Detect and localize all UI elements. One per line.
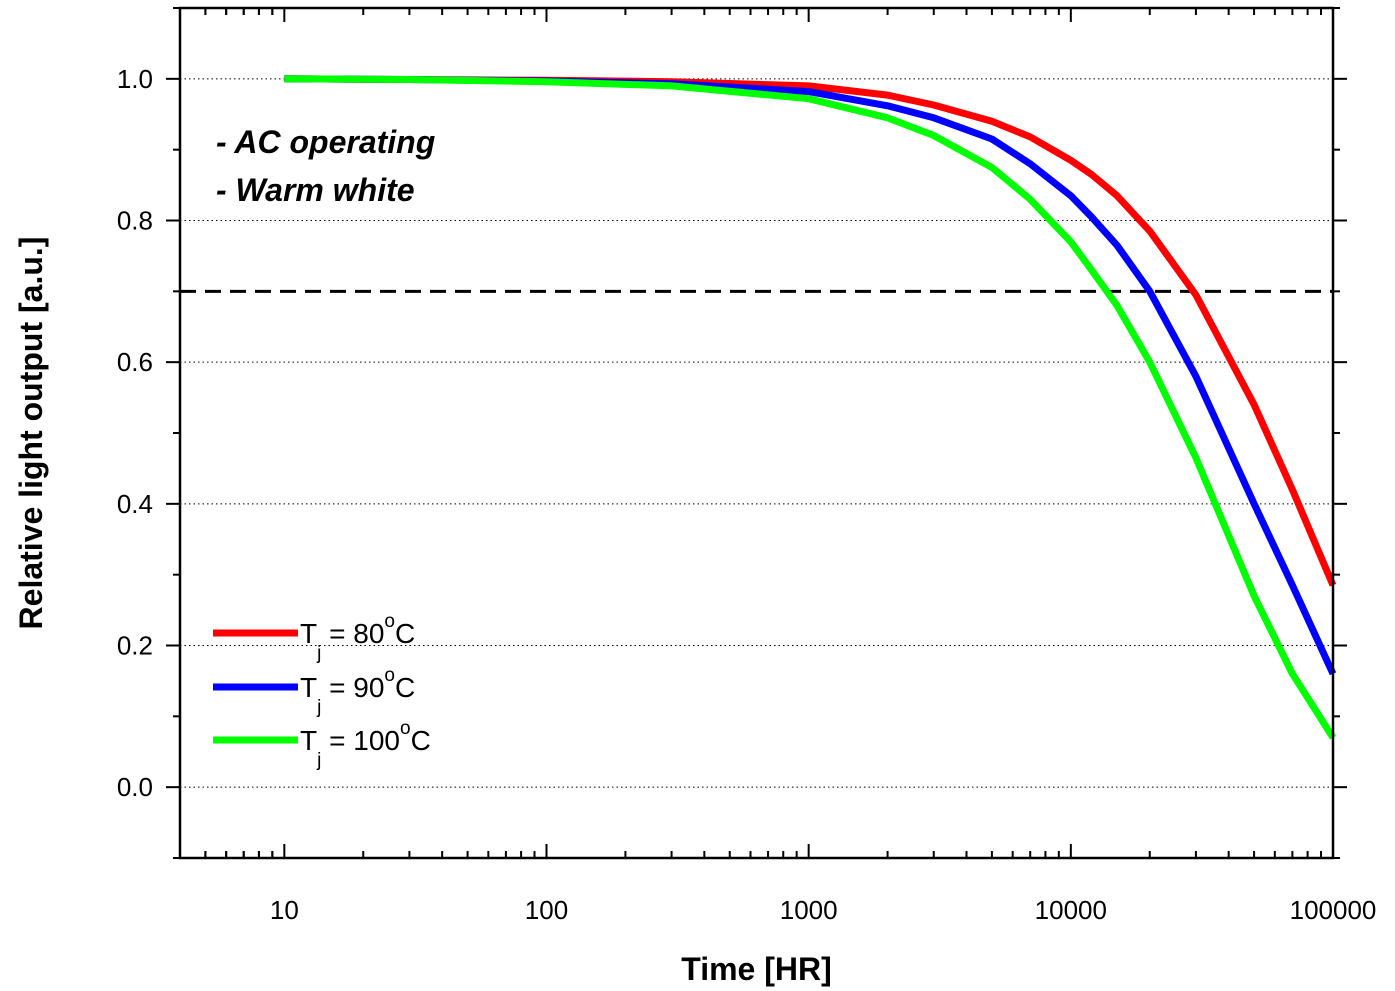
y-tick-label: 0.4 (117, 489, 153, 519)
y-tick-label: 0.2 (117, 631, 153, 661)
series-line-2 (284, 75, 1336, 740)
annotation-ac-operating: - AC operating (216, 124, 435, 160)
series-lines (284, 75, 1337, 740)
tick-labels: 10 100 1000 10000 100000 0.0 0.2 0.4 0.6 0.8 1.0 (117, 64, 1377, 925)
x-tick-label: 100000 (1290, 895, 1377, 925)
grid-lines (180, 78, 1333, 788)
axis-ticks (166, 7, 1347, 859)
legend-label-2: Tj = 100oC (300, 718, 431, 771)
y-tick-label: 0.0 (117, 772, 153, 802)
x-tick-label: 1000 (780, 895, 838, 925)
series-line-1 (284, 75, 1337, 676)
x-axis-title: Time [HR] (681, 951, 832, 987)
x-tick-label: 100 (525, 895, 568, 925)
x-tick-label: 10000 (1035, 895, 1107, 925)
annotation-warm-white: - Warm white (216, 172, 415, 208)
y-axis-title: Relative light output [a.u.] (13, 237, 49, 630)
y-tick-label: 0.6 (117, 347, 153, 377)
y-tick-label: 1.0 (117, 64, 153, 94)
legend-label-0: Tj = 80oC (300, 611, 415, 664)
legend-label-1: Tj = 90oC (300, 665, 415, 718)
x-tick-label: 10 (270, 895, 299, 925)
y-tick-label: 0.8 (117, 206, 153, 236)
